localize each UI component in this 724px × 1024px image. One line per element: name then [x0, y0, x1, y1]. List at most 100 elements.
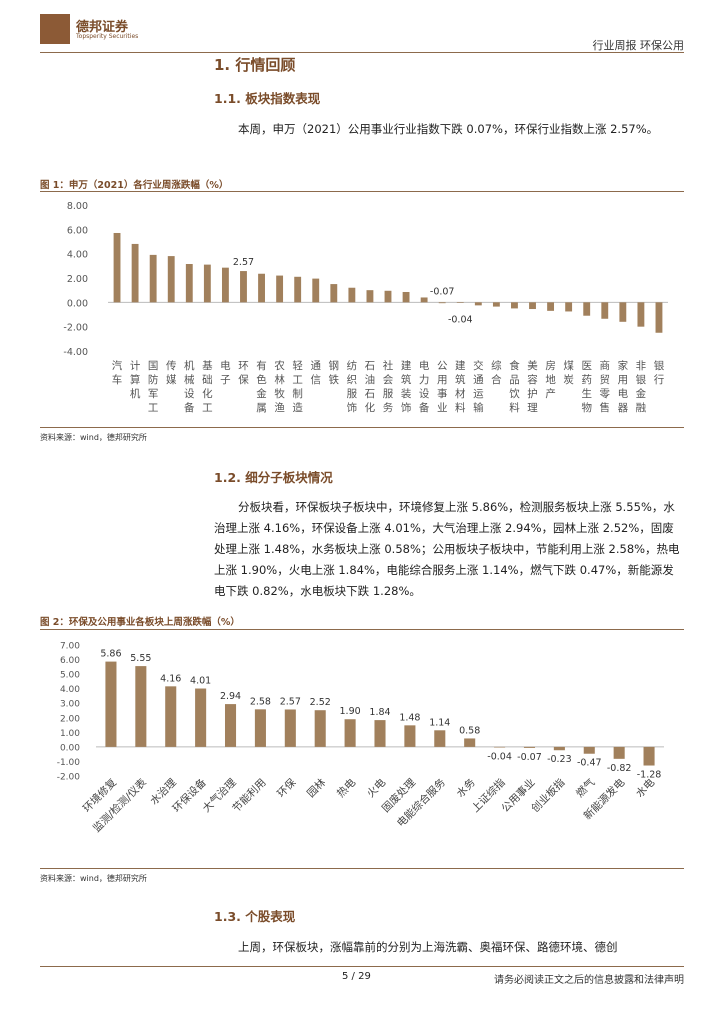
- data-label: -0.04: [487, 751, 512, 762]
- category-label-char: 械: [184, 373, 195, 386]
- category-label-char: 贸: [600, 374, 611, 386]
- category-label-char: 饮: [509, 387, 520, 400]
- paragraph-1-1-text: 本周，申万（2021）公用事业行业指数下跌 0.07%，环保行业指数上涨 2.5…: [238, 122, 659, 136]
- bar: [366, 290, 374, 303]
- data-label: -0.82: [607, 763, 632, 774]
- section-title: 1. 行情回顾: [214, 56, 296, 74]
- data-label: -1.28: [637, 770, 662, 781]
- category-label-char: 器: [618, 402, 629, 414]
- bar: [224, 704, 237, 747]
- category-label-char: 料: [509, 401, 520, 414]
- data-label: 5.55: [130, 653, 151, 664]
- category-label: 水务: [454, 776, 478, 800]
- bar: [240, 271, 247, 303]
- category-label-char: 理: [527, 402, 538, 414]
- category-label: 基础化工: [202, 359, 213, 414]
- bar: [374, 720, 386, 747]
- category-label-char: 建: [455, 359, 466, 372]
- category-label-char: 属: [256, 402, 267, 414]
- bar: [258, 273, 265, 303]
- category-label: 园林: [304, 776, 328, 800]
- category-label-char: 设: [419, 388, 430, 400]
- y-tick-label: 8.00: [67, 201, 88, 212]
- category-label-char: 非: [636, 360, 647, 372]
- category-label-char: 药: [581, 374, 592, 386]
- y-tick-label: 5.00: [60, 671, 80, 681]
- bar: [438, 302, 446, 304]
- bar: [565, 302, 573, 312]
- bar: [601, 302, 609, 319]
- figure1-title: 图 1：申万（2021）各行业周涨跌幅（%）: [40, 180, 229, 191]
- bar: [529, 302, 536, 310]
- bar: [165, 686, 177, 747]
- y-tick-label: 4.00: [60, 685, 80, 695]
- category-label: 汽车: [112, 359, 123, 386]
- category-label-char: 工: [202, 402, 213, 414]
- y-tick-label: 2.00: [67, 274, 88, 285]
- data-label: 1.14: [429, 717, 450, 728]
- category-label-char: 零: [600, 388, 611, 400]
- figure2-bottom-rule: [40, 868, 684, 869]
- category-label-char: 色: [256, 373, 267, 386]
- category-label-char: 础: [202, 374, 213, 386]
- bar: [492, 302, 500, 307]
- category-label-char: 容: [527, 373, 538, 386]
- y-tick-label: -1.00: [57, 758, 81, 768]
- bar: [547, 302, 555, 311]
- category-label: 石油石化: [365, 360, 376, 414]
- category-label: 创业板指: [529, 776, 568, 815]
- paragraph-1-1: 本周，申万（2021）公用事业行业指数下跌 0.07%，环保行业指数上涨 2.5…: [238, 119, 684, 140]
- bar: [404, 725, 416, 747]
- bar: [105, 661, 117, 747]
- category-label: 房地产: [545, 359, 556, 400]
- category-label: 通信: [310, 360, 321, 386]
- figure2-chart: 7.00 6.00 5.00 4.00 3.00 2.00 1.00 0.00 -1.00 -2.…: [57, 642, 664, 835]
- category-label-char: 工: [292, 374, 303, 386]
- bar: [643, 746, 655, 766]
- category-label-char: 业: [437, 402, 448, 414]
- figure1-top-rule: [40, 191, 684, 192]
- category-label: 环保: [274, 776, 298, 800]
- data-label: 4.01: [190, 676, 211, 687]
- category-label: 社会服务: [383, 359, 394, 414]
- category-label-char: 金: [636, 387, 647, 400]
- category-label: 公用事业: [437, 360, 448, 414]
- figure1-chart: 8.006.004.002.000.00-2.00-4.00汽车计算机国防军工传…: [63, 201, 668, 414]
- page-number: 5 / 29: [342, 971, 371, 982]
- category-label: 监测/检测/仪表: [90, 776, 149, 835]
- bar: [195, 688, 207, 747]
- category-label-char: 会: [383, 373, 394, 386]
- data-label: -0.07: [430, 286, 455, 297]
- category-label: 综合: [491, 359, 502, 386]
- bar: [348, 287, 356, 303]
- category-label: 非银金融: [636, 360, 647, 414]
- category-label-char: 牧: [274, 387, 285, 400]
- category-label-char: 计: [130, 359, 141, 372]
- category-label-char: 农: [274, 359, 285, 372]
- category-label-char: 地: [545, 373, 556, 386]
- data-label: -0.04: [448, 314, 473, 325]
- category-label-char: 商: [600, 359, 611, 372]
- footer-disclaimer: 请务必阅读正文之后的信息披露和法律声明: [494, 975, 684, 986]
- category-label-char: 媒: [166, 373, 177, 386]
- category-label: 交通运输: [473, 359, 484, 414]
- paragraph-1-2-text: 分板块看，环保板块子板块中，环境修复上涨 5.86%，检测服务板块上涨 5.55…: [214, 500, 680, 598]
- category-label-char: 石: [365, 388, 376, 400]
- category-label: 钢铁: [329, 359, 340, 386]
- category-label: 家用电器: [618, 359, 629, 414]
- category-label: 食品饮料: [509, 359, 520, 414]
- category-label-char: 事: [437, 387, 448, 400]
- y-tick-label: 3.00: [60, 700, 80, 710]
- category-label-char: 运: [473, 388, 484, 400]
- category-label-char: 基: [202, 359, 213, 372]
- category-label-char: 电: [419, 359, 430, 372]
- figure2-title: 图 2：环保及公用事业各板块上周涨跌幅（%）: [40, 617, 240, 628]
- bar: [637, 302, 645, 327]
- y-tick-label: 0.00: [60, 743, 80, 753]
- data-label: 5.86: [100, 649, 121, 660]
- category-label: 轻工制造: [292, 359, 303, 414]
- category-label-char: 力: [419, 373, 430, 386]
- bar: [494, 746, 506, 748]
- y-tick-label: -2.00: [57, 773, 81, 783]
- category-label-char: 饰: [401, 401, 412, 414]
